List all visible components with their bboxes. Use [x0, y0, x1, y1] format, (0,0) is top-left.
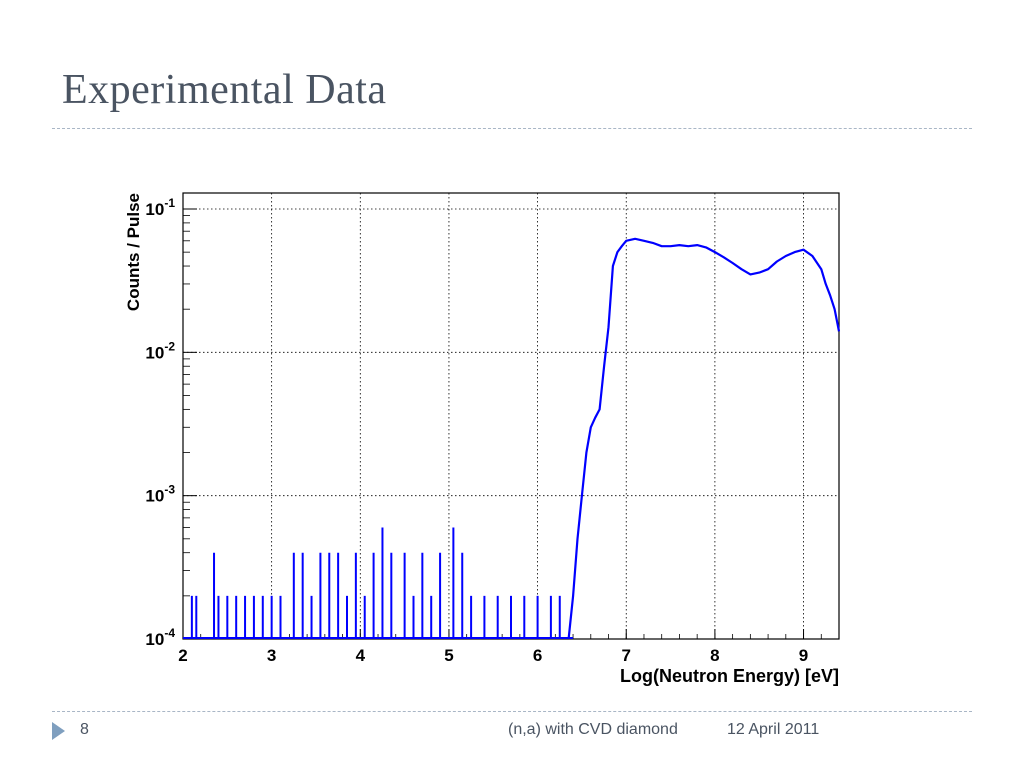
slide-title: Experimental Data — [62, 67, 387, 113]
series-layer — [183, 237, 841, 640]
footer-title: (n,a) with CVD diamond — [508, 721, 678, 738]
page-number: 8 — [80, 721, 89, 738]
plot-area — [182, 192, 840, 640]
x-tick-label: 7 — [622, 646, 631, 665]
x-tick-label: 2 — [178, 646, 187, 665]
x-tick-label: 4 — [356, 646, 366, 665]
y-tick-label: 10-2 — [145, 339, 175, 362]
y-tick-label: 10-3 — [145, 483, 175, 506]
footer-divider — [52, 711, 972, 712]
spectrum-series-line — [567, 237, 841, 640]
x-tick-labels: 2 3 4 5 6 7 8 9 — [178, 646, 808, 665]
y-axis-label: Counts / Pulse — [124, 193, 143, 311]
y-tick-label: 10-1 — [145, 196, 175, 219]
x-axis-label: Log(Neutron Energy) [eV] — [620, 666, 839, 686]
y-grid — [183, 208, 839, 497]
x-tick-label: 8 — [710, 646, 719, 665]
x-tick-label: 5 — [444, 646, 453, 665]
footer-date: 12 April 2011 — [727, 721, 820, 738]
x-tick-label: 6 — [533, 646, 542, 665]
y-tick-labels: 10-4 10-3 10-2 10-1 — [145, 196, 175, 649]
title-divider — [52, 128, 972, 129]
arrow-icon — [52, 722, 65, 740]
x-tick-label: 3 — [267, 646, 276, 665]
y-tick-label: 10-4 — [145, 626, 175, 649]
x-tick-label: 9 — [799, 646, 808, 665]
